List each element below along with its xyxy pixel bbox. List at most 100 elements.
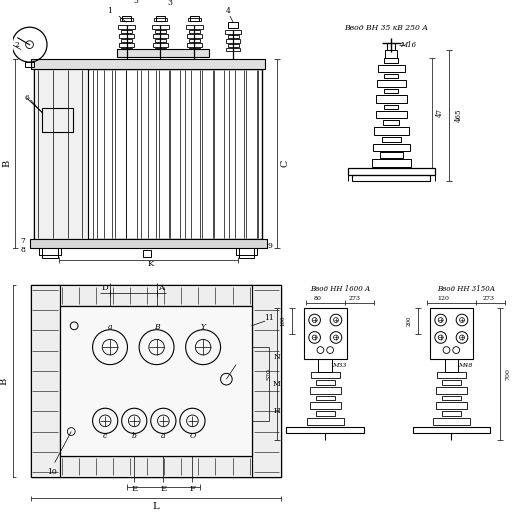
Bar	[318, 359, 332, 372]
Text: 7: 7	[21, 238, 25, 245]
Bar	[310, 387, 341, 394]
Bar	[384, 74, 398, 78]
Text: B: B	[154, 323, 159, 331]
Text: 100: 100	[280, 316, 285, 326]
Bar	[377, 79, 406, 88]
Bar	[121, 39, 132, 42]
Bar	[60, 285, 251, 307]
Bar	[310, 402, 341, 409]
Bar	[384, 89, 398, 93]
Bar	[226, 30, 241, 34]
Text: М33: М33	[331, 363, 346, 368]
Bar	[382, 137, 401, 142]
Bar	[316, 411, 335, 416]
Text: C: C	[280, 159, 289, 166]
Bar	[378, 65, 405, 72]
Text: 465: 465	[455, 109, 463, 122]
Text: 120: 120	[437, 296, 450, 301]
Text: L: L	[152, 502, 159, 510]
Bar	[436, 387, 467, 394]
Bar	[143, 250, 151, 257]
Bar	[353, 175, 430, 181]
Text: F: F	[190, 485, 196, 493]
Bar	[119, 42, 134, 47]
Text: M: M	[273, 380, 281, 388]
Bar	[442, 411, 461, 416]
Bar	[34, 69, 87, 239]
Bar	[42, 248, 57, 258]
Text: 700: 700	[505, 368, 510, 380]
Text: 80: 80	[314, 296, 321, 301]
Bar	[187, 34, 202, 38]
Bar	[42, 108, 73, 132]
Bar	[121, 48, 132, 51]
Text: 10: 10	[47, 468, 57, 476]
Bar	[430, 308, 473, 359]
Text: Ввод ВН 35 кВ 250 А: Ввод ВН 35 кВ 250 А	[344, 24, 428, 32]
Bar	[311, 372, 340, 378]
Bar	[189, 39, 200, 42]
Bar	[437, 372, 466, 378]
Bar	[154, 18, 167, 22]
Text: Ввод НН 1600 А: Ввод НН 1600 А	[310, 285, 370, 293]
Text: 273: 273	[348, 296, 360, 301]
Text: 6: 6	[24, 94, 29, 102]
Bar	[227, 48, 240, 51]
Bar	[122, 15, 131, 22]
Bar	[384, 105, 398, 109]
Bar	[376, 95, 407, 103]
Text: c: c	[103, 432, 108, 440]
Bar	[384, 120, 399, 125]
Bar	[153, 34, 168, 38]
Bar	[25, 62, 34, 67]
Bar	[436, 402, 467, 409]
Text: 47: 47	[436, 108, 444, 117]
Bar	[445, 359, 458, 372]
Bar	[60, 456, 251, 477]
Bar	[188, 51, 201, 55]
Text: a: a	[161, 432, 165, 440]
Text: 8: 8	[21, 246, 25, 254]
Text: Ввод НН 3150А: Ввод НН 3150А	[437, 285, 495, 293]
Bar	[119, 34, 134, 38]
Bar	[239, 248, 255, 258]
Bar	[154, 51, 167, 55]
Text: М16: М16	[401, 40, 417, 49]
Text: 9: 9	[268, 242, 272, 250]
Bar	[307, 418, 344, 425]
Bar	[34, 69, 262, 239]
Bar	[154, 48, 166, 51]
Bar	[189, 48, 200, 51]
Bar	[442, 396, 461, 400]
Bar	[39, 248, 61, 255]
Text: B: B	[0, 377, 9, 385]
Bar	[376, 111, 407, 118]
Text: 2: 2	[15, 40, 19, 49]
Text: E: E	[131, 485, 138, 493]
Bar	[190, 15, 199, 22]
Bar	[120, 51, 133, 55]
Text: D: D	[102, 284, 109, 292]
Bar	[316, 380, 335, 385]
Bar	[304, 308, 347, 359]
Bar	[154, 39, 166, 42]
Text: B: B	[3, 159, 12, 166]
Bar	[118, 25, 135, 29]
Text: 3: 3	[168, 0, 173, 7]
Bar	[187, 42, 202, 47]
Text: E: E	[160, 485, 167, 493]
Text: a: a	[108, 323, 112, 331]
Bar	[442, 380, 461, 385]
Bar	[228, 35, 239, 38]
Bar	[32, 59, 265, 69]
Text: 273: 273	[482, 296, 494, 301]
Bar	[374, 127, 408, 135]
Text: Y: Y	[201, 323, 206, 331]
Bar	[236, 248, 257, 255]
Bar	[31, 285, 60, 477]
Bar	[155, 15, 165, 22]
Bar	[30, 239, 267, 248]
Text: H: H	[274, 407, 280, 415]
Bar	[379, 152, 403, 158]
Bar	[373, 143, 409, 152]
